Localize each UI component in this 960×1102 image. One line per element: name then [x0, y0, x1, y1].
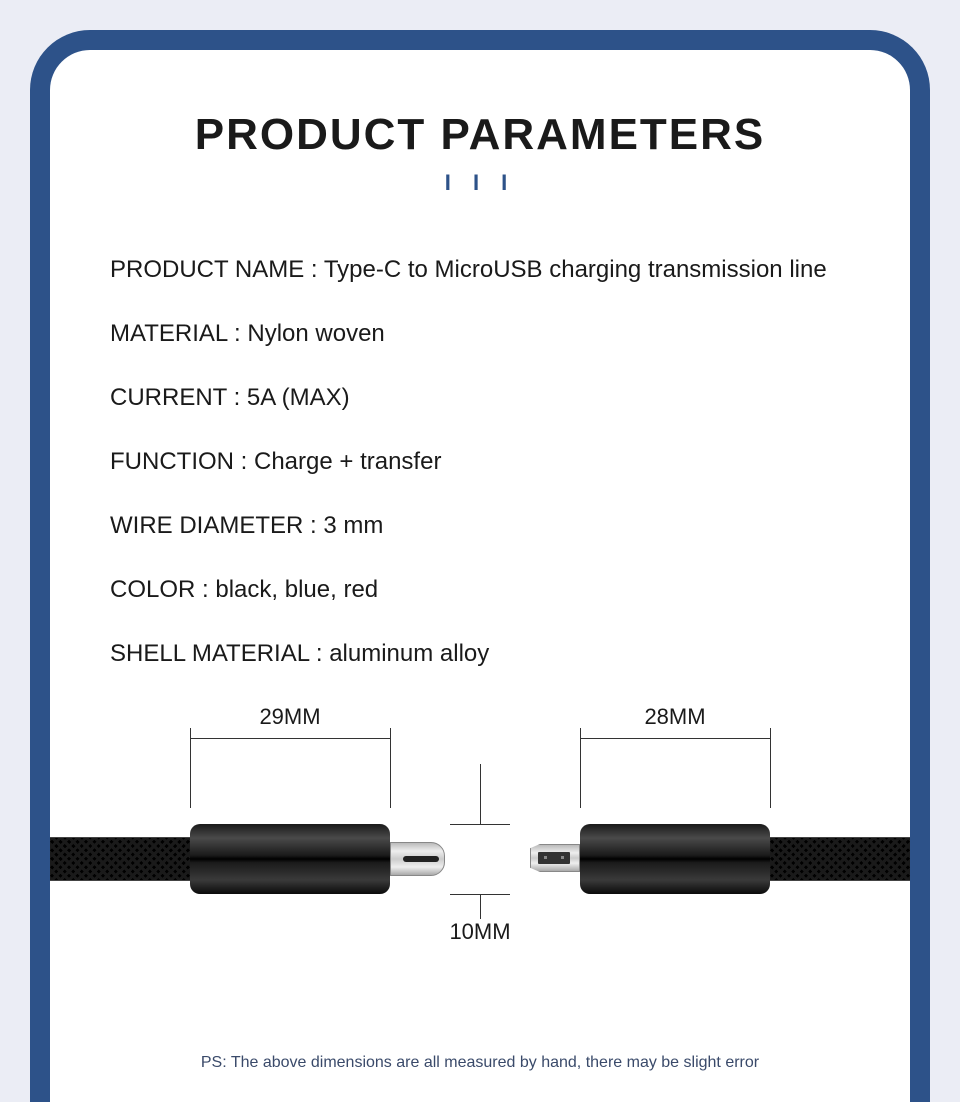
spec-value: Nylon woven [247, 320, 384, 347]
spec-label: MATERIAL [110, 320, 227, 347]
dim-line [580, 738, 770, 739]
spec-value: 3 mm [323, 512, 383, 539]
spec-card: PRODUCT PARAMETERS I I I PRODUCT NAME : … [30, 30, 930, 1102]
spec-label: FUNCTION [110, 448, 234, 475]
dim-tick [770, 728, 771, 808]
spec-label: PRODUCT NAME [110, 256, 304, 283]
dim-height-label: 10MM [430, 919, 530, 945]
dim-tick [580, 728, 581, 808]
spec-row: CURRENT : 5A (MAX) [110, 384, 870, 412]
spec-value: 5A (MAX) [247, 384, 350, 411]
spec-label: SHELL MATERIAL [110, 640, 309, 667]
cable-illustration [50, 814, 910, 904]
footnote: PS: The above dimensions are all measure… [50, 1054, 910, 1072]
dim-line [190, 738, 390, 739]
dim-left-label: 29MM [190, 704, 390, 730]
spec-row: MATERIAL : Nylon woven [110, 320, 870, 348]
dim-tick [390, 728, 391, 808]
usbc-tip-icon [390, 842, 445, 876]
spec-list: PRODUCT NAME : Type-C to MicroUSB chargi… [110, 256, 870, 668]
title-decoration: I I I [50, 170, 910, 196]
spec-row: SHELL MATERIAL : aluminum alloy [110, 640, 870, 668]
spec-label: COLOR [110, 576, 195, 603]
dimension-diagram: 29MM 28MM 10MM [50, 704, 910, 964]
dim-right-label: 28MM [580, 704, 770, 730]
dim-tick [190, 728, 191, 808]
spec-label: WIRE DIAMETER [110, 512, 303, 539]
page-title: PRODUCT PARAMETERS [50, 110, 910, 160]
spec-row: FUNCTION : Charge + transfer [110, 448, 870, 476]
spec-row: COLOR : black, blue, red [110, 576, 870, 604]
microusb-tip-inner [538, 852, 570, 864]
usbc-connector-body [190, 824, 390, 894]
spec-row: PRODUCT NAME : Type-C to MicroUSB chargi… [110, 256, 870, 284]
spec-value: Charge + transfer [254, 448, 441, 475]
spec-value: aluminum alloy [329, 640, 489, 667]
spec-value: Type-C to MicroUSB charging transmission… [324, 256, 827, 283]
cable-braid-left [50, 837, 190, 881]
microusb-connector-body [580, 824, 770, 894]
cable-braid-right [770, 837, 910, 881]
spec-label: CURRENT [110, 384, 227, 411]
spec-value: black, blue, red [215, 576, 378, 603]
spec-row: WIRE DIAMETER : 3 mm [110, 512, 870, 540]
